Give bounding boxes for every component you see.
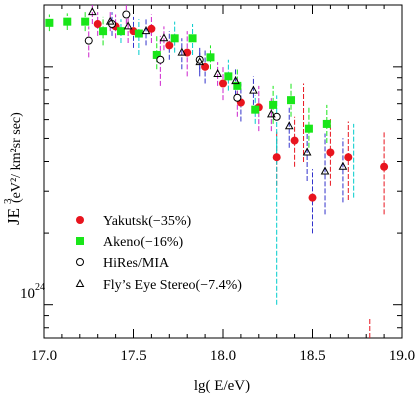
- akeno-point: [322, 119, 331, 128]
- x-tick-label: 19.0: [389, 348, 415, 364]
- flys-eye-point: [249, 85, 258, 94]
- yakutsk-point: [147, 24, 156, 33]
- x-tick-labels: 17.0 17.5 18.0 18.5 19.0: [31, 348, 415, 364]
- x-tick-label: 18.5: [299, 348, 325, 364]
- akeno-point: [206, 53, 215, 62]
- akeno-point: [269, 100, 278, 109]
- y-tick-label-base: 10: [20, 286, 35, 302]
- x-tick-label: 18.0: [210, 348, 236, 364]
- flys-eye-point: [231, 76, 240, 85]
- akeno-point: [170, 34, 179, 43]
- flys-eye-point: [302, 147, 312, 156]
- yakutsk-point: [308, 193, 317, 202]
- y-axis-label-exponent: 3: [2, 198, 14, 204]
- akeno-point: [81, 17, 90, 26]
- yakutsk-point: [344, 153, 353, 162]
- yakutsk-point: [272, 153, 281, 162]
- legend-label-akeno: Akeno(−16%): [103, 235, 184, 250]
- akeno-point: [45, 18, 54, 27]
- legend-markers: [75, 216, 85, 287]
- flys-eye-point: [105, 16, 115, 25]
- flys-eye-point: [141, 26, 151, 35]
- y-tick-label-exponent: 24: [35, 282, 45, 293]
- yakutsk-point: [290, 136, 299, 145]
- akeno-point: [116, 27, 125, 36]
- akeno-point: [251, 105, 260, 114]
- flys-eye-point: [177, 47, 187, 56]
- flys-eye-point: [338, 161, 348, 170]
- akeno-point: [152, 50, 161, 59]
- yakutsk-point: [380, 162, 389, 171]
- legend-marker-yakutsk-point: [76, 216, 84, 224]
- flys-eye-point: [266, 109, 276, 118]
- flys-eye-point: [284, 121, 294, 130]
- yakutsk-point: [93, 20, 102, 29]
- flys-eye-point: [213, 68, 222, 77]
- flys-eye-point: [159, 33, 169, 42]
- akeno-point: [287, 96, 296, 105]
- yakutsk-point: [219, 79, 227, 88]
- akeno-point: [63, 17, 72, 26]
- akeno-point: [224, 72, 233, 81]
- akeno-point: [233, 81, 242, 90]
- flys-eye-point: [87, 7, 97, 16]
- flys-eye-point: [123, 21, 133, 30]
- legend-marker-flys-eye-point: [75, 278, 85, 287]
- legend-marker-hires-mia-point: [76, 258, 84, 266]
- legend-label-yakutsk: Yakutsk(−35%): [103, 214, 191, 229]
- legend: Yakutsk(−35%) Akeno(−16%) HiRes/MIA Fly’…: [75, 214, 242, 293]
- x-tick-label: 17.5: [120, 348, 146, 364]
- akeno-point: [99, 27, 108, 36]
- legend-label-hires-mia: HiRes/MIA: [103, 256, 170, 271]
- akeno-point: [134, 29, 143, 38]
- legend-label-flys-eye: Fly’s Eye Stereo(−7.4%): [103, 278, 242, 293]
- y-axis-label-main: JE: [4, 208, 23, 225]
- y-axis-units: (eV²/ km²sr sec): [9, 112, 24, 203]
- akeno-point: [188, 34, 197, 43]
- yakutsk-point: [165, 41, 174, 50]
- hires-mia-point: [233, 93, 242, 102]
- hires-mia-point: [84, 36, 93, 45]
- akeno-point: [304, 124, 313, 133]
- flys-eye-point: [195, 57, 205, 66]
- axis-ticks: [43, 5, 403, 338]
- data-markers: [45, 7, 389, 202]
- y-axis-label: JE 3: [2, 198, 23, 225]
- legend-marker-akeno-point: [76, 237, 84, 245]
- x-tick-label: 17.0: [31, 348, 57, 364]
- hires-mia-point: [122, 10, 131, 19]
- flys-eye-point: [320, 166, 330, 175]
- hires-mia-point: [156, 55, 165, 64]
- y-tick-label-10-24: 10 24: [20, 282, 45, 302]
- yakutsk-point: [201, 62, 210, 71]
- x-axis-label: lg( E/eV): [194, 378, 250, 394]
- yakutsk-point: [326, 148, 335, 157]
